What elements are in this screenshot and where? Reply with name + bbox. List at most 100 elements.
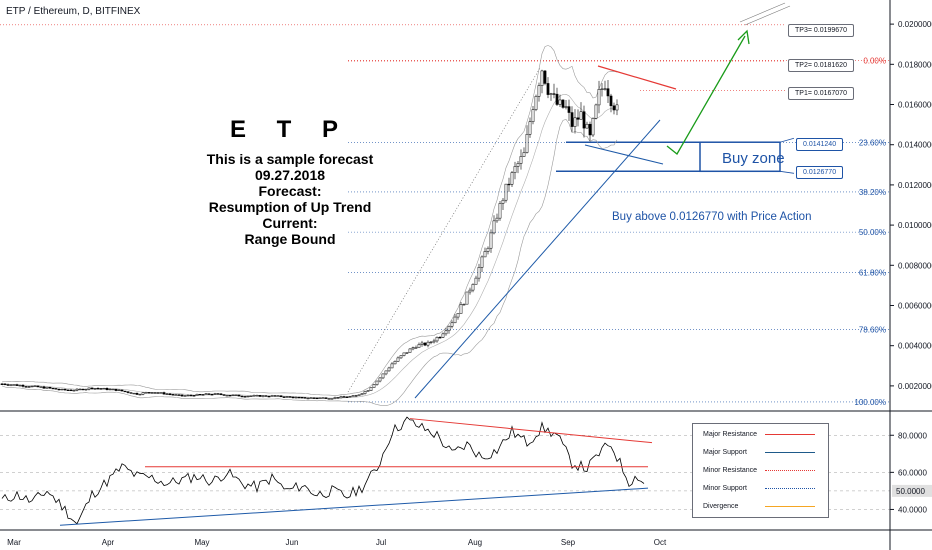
candle-body [306, 397, 310, 400]
candle-body [585, 123, 589, 129]
candle-body [81, 388, 85, 391]
candle-body [426, 341, 430, 346]
symbol-label: ETP / Ethereum, D, BITFINEX [6, 6, 141, 17]
time-tick-label: Jul [376, 538, 386, 547]
candle-body [471, 284, 475, 291]
candle-body [516, 163, 520, 167]
candle-body [399, 355, 403, 359]
candle-body [33, 385, 37, 387]
candle-body [153, 392, 157, 394]
time-tick-label: May [194, 538, 209, 547]
candle-body [135, 392, 139, 395]
candle-body [141, 392, 145, 395]
candle-body [0, 383, 4, 385]
candle-body [243, 396, 247, 398]
candle-body [162, 392, 166, 395]
candle-body [522, 152, 526, 157]
candle-body [366, 390, 370, 392]
candle-body [594, 104, 598, 119]
fib-label: 78.60% [859, 326, 886, 335]
candle-body [114, 388, 118, 391]
candle-body [99, 388, 103, 390]
candle-body [489, 232, 493, 249]
rsi-support-line [59, 487, 649, 526]
candle-body [600, 88, 604, 90]
candle-body [495, 217, 499, 222]
candle-body [465, 291, 469, 305]
candle-body [333, 397, 337, 399]
time-tick-label: Jun [286, 538, 299, 547]
candle-body [477, 267, 481, 279]
candle-body [210, 394, 214, 396]
legend-item: Major Resistance [703, 431, 815, 438]
candle-body [228, 395, 232, 397]
candle-body [270, 395, 274, 397]
candle-body [567, 106, 571, 113]
candle-body [273, 395, 277, 397]
tp2-box: TP2= 0.0181620 [788, 59, 854, 72]
candle-body [252, 395, 256, 397]
legend-label: Divergence [703, 503, 739, 510]
candle-body [474, 277, 478, 285]
candle-body [411, 347, 415, 350]
candle-body [501, 199, 505, 204]
upper-band [1, 45, 618, 396]
projection-line [739, 2, 786, 23]
candle-body [288, 396, 292, 398]
candle-body [150, 392, 154, 394]
legend-label: Major Resistance [703, 431, 758, 438]
candle-body [300, 397, 304, 399]
legend-item: Divergence [703, 503, 815, 510]
candle-body [45, 386, 49, 389]
forecast-value: Resumption of Up Trend [208, 199, 372, 215]
candle-body [177, 394, 181, 396]
fib-label: 0.00% [863, 56, 886, 65]
candle-body [348, 396, 352, 398]
candle-body [213, 393, 217, 395]
candle-body [447, 325, 451, 332]
candle-body [603, 88, 607, 90]
candle-body [462, 303, 466, 306]
fib-label: 23.60% [859, 138, 886, 147]
candle-body [435, 337, 439, 342]
candle-body [126, 391, 130, 393]
rsi-tick-label: 40.0000 [898, 505, 927, 514]
legend-item: Minor Resistance [703, 467, 815, 474]
candle-body [180, 394, 184, 397]
candle-body [432, 340, 436, 343]
candle-body [537, 85, 541, 97]
minor-support-line [584, 144, 664, 165]
candle-body [459, 304, 463, 314]
candle-body [606, 88, 610, 97]
zone-top-connector [779, 137, 795, 143]
candle-body [18, 385, 22, 387]
candle-body [264, 395, 268, 397]
candle-body [303, 397, 307, 399]
candle-body [390, 363, 394, 369]
candle-body [78, 388, 82, 391]
candle-body [93, 387, 97, 390]
time-tick-label: Apr [102, 538, 115, 547]
price-tick-label: 0.0020000 [898, 382, 932, 391]
candle-body [207, 393, 211, 395]
candle-body [369, 387, 373, 391]
candle-body [282, 396, 286, 398]
buy-zone-label: Buy zone [722, 150, 785, 167]
candle-body [75, 388, 79, 391]
rsi-line [1, 416, 645, 525]
candle-body [105, 387, 109, 390]
major-resistance-line [597, 65, 677, 90]
candle-body [342, 396, 346, 398]
legend-swatch [765, 506, 815, 507]
candle-body [192, 395, 196, 397]
zone-bottom-box: 0.0126770 [796, 166, 844, 179]
candle-body [234, 394, 238, 397]
candle-body [6, 384, 10, 386]
candle-body [330, 398, 334, 400]
candle-body [297, 396, 301, 399]
candle-body [402, 352, 406, 356]
